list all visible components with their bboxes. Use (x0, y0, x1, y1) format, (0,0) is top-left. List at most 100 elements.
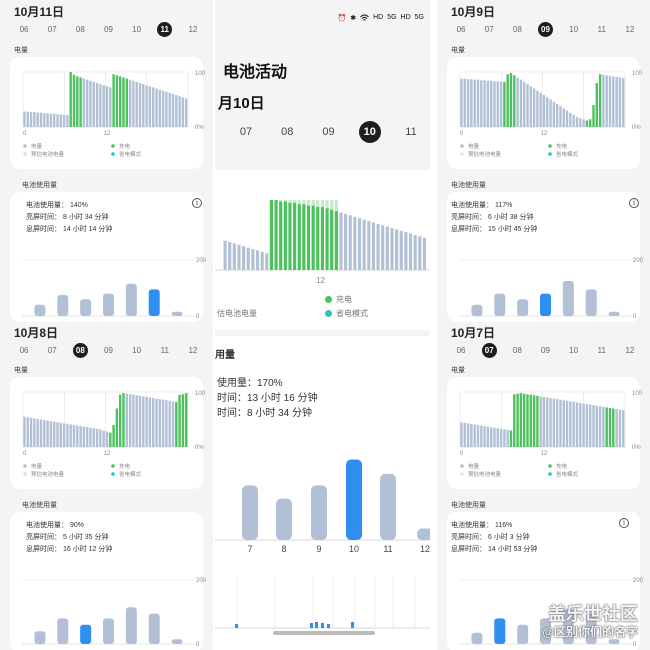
day-selector: 06 07 08 09 10 11 12 (10, 21, 207, 37)
day-09[interactable]: 09 (541, 345, 550, 355)
day-09[interactable]: 09 (104, 24, 113, 34)
day-06[interactable]: 06 (19, 345, 29, 355)
level-bar (523, 393, 526, 447)
usage-bar (171, 311, 183, 316)
usage-bar (276, 498, 292, 540)
usage-bar (471, 632, 483, 644)
day-06[interactable]: 06 (456, 24, 466, 34)
level-bar (516, 77, 519, 127)
level-bar (69, 424, 72, 447)
day-06[interactable]: 06 (19, 24, 29, 34)
home-indicator[interactable] (273, 631, 375, 635)
stat-screen-off: 息屏时间： 14 小时 14 分钟 (26, 226, 113, 233)
stat-screen-on: 亮屏时间： 8 小时 34 分钟 (26, 214, 109, 221)
usage-x-tick: 7 (247, 544, 252, 554)
day-09[interactable]: 09 (322, 126, 335, 138)
level-bar (569, 112, 572, 127)
usage-bar (103, 618, 114, 644)
level-bar (605, 407, 608, 447)
day-07[interactable]: 07 (47, 345, 57, 355)
stat-usage: 电池使用量： 117% (451, 202, 513, 209)
level-bar (152, 87, 155, 127)
day-10[interactable]: 10 (132, 24, 142, 34)
day-08[interactable]: 08 (512, 345, 522, 355)
level-bar (283, 201, 287, 270)
day-07[interactable]: 07 (239, 126, 253, 138)
day-09[interactable]: 09 (104, 345, 113, 355)
day-10[interactable]: 10 (358, 121, 381, 143)
day-08[interactable]: 08 (512, 24, 522, 34)
info-icon[interactable]: i (619, 518, 629, 528)
legend-charge: 充电 (119, 142, 131, 150)
level-bar (466, 423, 470, 447)
level-bar (297, 204, 301, 270)
stat-screen-off: 时间：8 小时 34 分钟 (217, 408, 313, 419)
day-06[interactable]: 06 (456, 345, 466, 355)
level-bar (483, 426, 486, 447)
level-bar (39, 112, 43, 127)
day-11[interactable]: 11 (597, 24, 606, 34)
level-bar (185, 98, 188, 127)
level-bar (43, 420, 46, 447)
day-11[interactable]: 11 (157, 21, 173, 37)
level-bar (536, 90, 539, 127)
day-07[interactable]: 07 (484, 24, 494, 34)
level-bar (490, 427, 493, 447)
level-bar (92, 81, 95, 127)
level-bar (559, 106, 562, 127)
x-tick-12: 12 (316, 276, 325, 285)
level-bar (99, 429, 102, 447)
usage-bar (148, 289, 160, 316)
level-bar (395, 229, 399, 270)
level-bar (168, 92, 171, 127)
day-12[interactable]: 12 (188, 345, 198, 355)
level-bar (115, 75, 119, 127)
day-11[interactable]: 11 (597, 345, 606, 355)
day-07[interactable]: 07 (47, 24, 57, 34)
panel-date-title: 10月9日 (451, 5, 496, 19)
usage-bar (80, 624, 92, 644)
level-bar (536, 395, 539, 447)
stat-usage: 使用量：170% (217, 378, 283, 389)
level-bar (122, 77, 125, 127)
level-bar (589, 119, 592, 127)
info-icon[interactable]: i (192, 198, 202, 208)
day-10[interactable]: 10 (569, 24, 579, 34)
level-bar (575, 117, 579, 127)
x-tick-0: 0 (23, 451, 27, 457)
level-bar (165, 91, 168, 127)
screen-bar (351, 622, 354, 628)
day-08[interactable]: 08 (281, 126, 294, 138)
level-bar (334, 211, 338, 270)
level-bar (138, 395, 142, 447)
day-08[interactable]: 08 (75, 24, 85, 34)
day-12[interactable]: 12 (188, 24, 198, 34)
level-bar (132, 394, 135, 447)
legend-estimate: 预估电池电量 (31, 150, 65, 158)
day-12[interactable]: 12 (625, 345, 635, 355)
day-10[interactable]: 10 (132, 345, 142, 355)
level-bar (413, 235, 417, 270)
stat-usage: 电池使用量： 116% (451, 522, 513, 529)
level-bar (36, 112, 39, 127)
day-09[interactable]: 09 (537, 21, 553, 37)
level-bar (152, 398, 155, 447)
day-10[interactable]: 10 (569, 345, 579, 355)
y-tick-0: 0 (633, 642, 637, 648)
level-bar (95, 83, 99, 127)
panel-date-title: 10月8日 (14, 326, 59, 340)
info-icon[interactable]: i (629, 198, 639, 208)
level-bar (476, 425, 480, 447)
level-bar (171, 94, 175, 127)
level-bar (539, 396, 542, 447)
day-08[interactable]: 08 (72, 342, 88, 358)
legend-dot-save (548, 152, 552, 156)
day-11[interactable]: 11 (160, 345, 169, 355)
level-bar (523, 81, 526, 127)
day-12[interactable]: 12 (625, 24, 635, 34)
level-bar (269, 200, 273, 270)
day-07[interactable]: 07 (481, 342, 497, 358)
level-bar (615, 409, 618, 447)
level-bar (46, 420, 49, 447)
day-11[interactable]: 11 (405, 126, 417, 138)
